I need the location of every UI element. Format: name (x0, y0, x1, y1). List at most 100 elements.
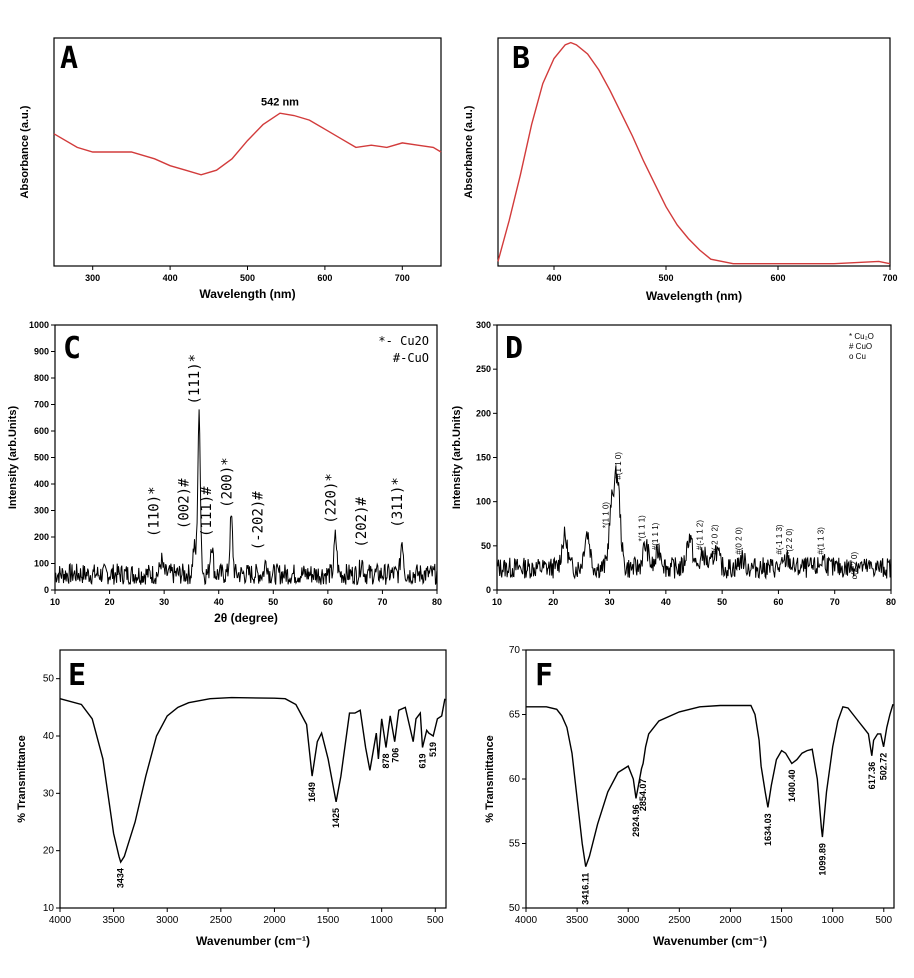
peak-label: (200)* (219, 457, 235, 508)
peak-label: #(-2 0 2) (711, 524, 720, 555)
x-axis-label: Wavelength (nm) (199, 287, 295, 301)
x-tick-label: 4000 (515, 915, 538, 926)
y-tick-label: 900 (34, 347, 49, 357)
panel-letter-b: B (512, 41, 530, 76)
x-tick-label: 30 (159, 597, 169, 607)
peak-label: #(0 2 0) (734, 527, 743, 555)
x-tick-label: 1500 (317, 915, 340, 926)
peak-annotation: 619 (418, 753, 428, 768)
series-line-e (60, 698, 445, 863)
peak-annotation: 1649 (307, 782, 317, 802)
legend-entry: o Cu (849, 352, 866, 361)
xrd-trace-c (55, 409, 437, 584)
x-tick-label: 40 (214, 597, 224, 607)
peak-annotation: 1634.03 (763, 813, 773, 846)
y-tick-label: 30 (43, 788, 55, 799)
peak-annotation: 878 (381, 753, 391, 768)
peak-label: (111)* (187, 354, 203, 405)
y-tick-label: 600 (34, 426, 49, 436)
x-tick-label: 70 (377, 597, 387, 607)
x-tick-label: 50 (717, 597, 727, 607)
y-tick-label: 20 (43, 846, 55, 857)
y-tick-label: 150 (476, 453, 491, 463)
x-tick-label: 400 (546, 273, 561, 283)
x-tick-label: 1500 (770, 915, 793, 926)
plot-frame-d (497, 325, 891, 590)
y-tick-label: 60 (509, 774, 521, 785)
x-tick-label: 500 (658, 273, 673, 283)
peak-annotation: 3416.11 (581, 873, 591, 905)
plot-frame-f (526, 650, 894, 908)
x-tick-label: 3500 (102, 915, 125, 926)
y-axis-label: Absorbance (a.u.) (19, 105, 31, 198)
y-tick-label: 500 (34, 453, 49, 463)
y-tick-label: 0 (44, 585, 49, 595)
y-tick-label: 700 (34, 400, 49, 410)
peak-annotation: 542 nm (261, 97, 299, 109)
peak-annotation: 706 (391, 748, 401, 763)
x-tick-label: 60 (323, 597, 333, 607)
x-tick-label: 10 (492, 597, 502, 607)
x-tick-label: 2000 (263, 915, 286, 926)
x-tick-label: 2500 (210, 915, 233, 926)
peak-annotation: 617.36 (867, 762, 877, 790)
y-tick-label: 400 (34, 479, 49, 489)
x-tick-label: 70 (830, 597, 840, 607)
peak-label: (110)* (147, 486, 163, 537)
x-tick-label: 2500 (668, 915, 691, 926)
peak-annotation: 1400.40 (787, 770, 797, 803)
y-axis-label: % Transmittance (484, 735, 496, 822)
x-tick-label: 60 (773, 597, 783, 607)
y-tick-label: 40 (43, 731, 55, 742)
peak-annotation: 519 (428, 742, 438, 757)
x-axis-label: Wavenumber (cm⁻¹) (196, 934, 310, 948)
y-tick-label: 800 (34, 373, 49, 383)
plot-frame-b (498, 38, 890, 266)
x-tick-label: 3000 (156, 915, 179, 926)
panel-c: C10 20 30 40 50 60 70 8001002003004005006007008… (7, 320, 442, 625)
peak-label: (220)* (323, 473, 339, 524)
y-tick-label: 300 (476, 320, 491, 330)
y-tick-label: 300 (34, 506, 49, 516)
y-tick-label: 200 (476, 408, 491, 418)
x-axis-label: Wavelength (nm) (646, 289, 742, 303)
series-line-f (526, 704, 893, 867)
peak-label: #(1 1 0) (614, 452, 623, 480)
panel-a: A 300 400 500 600 700 Wavelength (nm) Absorbanc… (19, 38, 441, 301)
peak-label: #(1 1 3) (816, 527, 825, 555)
peak-label: *(2 2 0) (785, 528, 794, 555)
peak-annotation: 502.72 (879, 753, 889, 781)
panel-f: F 4000 3500 3000 2500 2000 1500 1000 500 50 55 60 65… (484, 645, 894, 948)
x-tick-label: 40 (661, 597, 671, 607)
x-tick-label: 10 (50, 597, 60, 607)
x-tick-label: 80 (886, 597, 896, 607)
y-tick-label: 10 (43, 903, 55, 914)
legend-entry: *- Cu2O (378, 334, 429, 348)
x-tick-label: 400 (163, 273, 178, 283)
panel-letter-c: C (63, 331, 81, 366)
x-tick-label: 700 (882, 273, 897, 283)
peak-label: (002)# (177, 478, 193, 529)
peak-label: #(-1 1 3) (775, 524, 784, 555)
x-tick-label: 600 (770, 273, 785, 283)
peak-annotation: 1099.89 (817, 843, 827, 876)
y-tick-label: 100 (34, 559, 49, 569)
panel-letter-f: F (535, 658, 553, 693)
y-tick-label: 50 (43, 674, 55, 685)
peak-annotation: 3434 (116, 868, 126, 888)
peak-label: (111)# (199, 486, 215, 537)
x-tick-label: 1000 (371, 915, 394, 926)
x-tick-label: 300 (85, 273, 100, 283)
x-tick-label: 3000 (617, 915, 640, 926)
plot-frame-c (55, 325, 437, 590)
panel-d: D10 20 30 40 50 60 70 80050100150200250300Inten… (451, 320, 896, 607)
x-tick-label: 500 (875, 915, 892, 926)
x-tick-label: 700 (395, 273, 410, 283)
y-tick-label: 50 (481, 541, 491, 551)
x-tick-label: 500 (240, 273, 255, 283)
y-tick-label: 70 (509, 645, 521, 656)
peak-label: #(1 1 1) (651, 522, 660, 550)
x-tick-label: 20 (105, 597, 115, 607)
x-tick-label: 80 (432, 597, 442, 607)
x-tick-label: 4000 (49, 915, 72, 926)
